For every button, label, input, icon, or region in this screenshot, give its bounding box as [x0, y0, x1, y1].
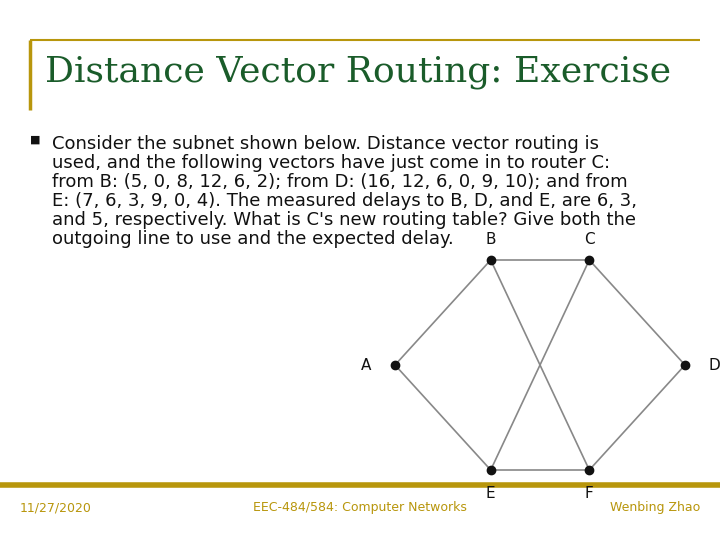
Text: Consider the subnet shown below. Distance vector routing is: Consider the subnet shown below. Distanc…: [52, 135, 599, 153]
Text: from B: (5, 0, 8, 12, 6, 2); from D: (16, 12, 6, 0, 9, 10); and from: from B: (5, 0, 8, 12, 6, 2); from D: (16…: [52, 173, 628, 191]
Text: E: E: [486, 485, 495, 501]
Text: F: F: [585, 485, 594, 501]
Text: outgoing line to use and the expected delay.: outgoing line to use and the expected de…: [52, 230, 454, 248]
Text: Distance Vector Routing: Exercise: Distance Vector Routing: Exercise: [45, 55, 671, 89]
Text: E: (7, 6, 3, 9, 0, 4). The measured delays to B, D, and E, are 6, 3,: E: (7, 6, 3, 9, 0, 4). The measured dela…: [52, 192, 637, 210]
Text: ■: ■: [30, 135, 40, 145]
Text: and 5, respectively. What is C's new routing table? Give both the: and 5, respectively. What is C's new rou…: [52, 211, 636, 229]
Text: C: C: [584, 232, 595, 246]
Text: B: B: [485, 232, 496, 246]
Text: used, and the following vectors have just come in to router C:: used, and the following vectors have jus…: [52, 154, 610, 172]
Text: D: D: [708, 357, 720, 373]
Text: EEC-484/584: Computer Networks: EEC-484/584: Computer Networks: [253, 502, 467, 515]
Text: A: A: [361, 357, 372, 373]
Text: 11/27/2020: 11/27/2020: [20, 502, 92, 515]
Text: Wenbing Zhao: Wenbing Zhao: [610, 502, 700, 515]
